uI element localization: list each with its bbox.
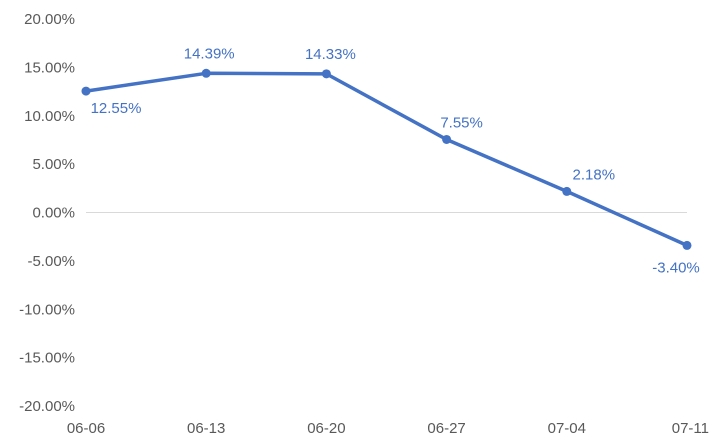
x-tick-label: 06-27 (427, 420, 465, 437)
y-tick-label: 10.00% (24, 108, 75, 125)
y-tick-label: -5.00% (27, 253, 75, 270)
x-tick-label: 06-06 (67, 420, 105, 437)
y-axis: 20.00% 15.00% 10.00% 5.00% 0.00% -5.00% -10.00… (19, 11, 75, 415)
y-tick-label: 0.00% (32, 205, 75, 222)
data-label: 12.55% (91, 100, 142, 117)
data-point (682, 240, 692, 250)
data-label: 14.39% (184, 45, 235, 62)
data-point (562, 186, 572, 196)
y-tick-label: -20.00% (19, 398, 75, 415)
data-point (321, 69, 331, 79)
data-labels-group: 12.55% 14.39% 14.33% 7.55% 2.18% -3.40% (91, 45, 700, 276)
series-group (81, 68, 692, 250)
x-tick-label: 06-13 (187, 420, 225, 437)
x-tick-label: 06-20 (307, 420, 345, 437)
y-tick-label: -15.00% (19, 350, 75, 367)
data-label: 7.55% (440, 114, 483, 131)
y-tick-label: 5.00% (32, 156, 75, 173)
x-tick-label: 07-04 (548, 420, 586, 437)
series-line (84, 71, 689, 248)
data-point (442, 134, 452, 144)
y-tick-label: -10.00% (19, 301, 75, 318)
data-point (201, 68, 211, 78)
x-axis: 06-06 06-13 06-20 06-27 07-04 07-11 (67, 420, 709, 437)
data-point (81, 86, 91, 96)
x-tick-label: 07-11 (672, 420, 709, 437)
y-tick-label: 20.00% (24, 11, 75, 28)
data-label: 2.18% (573, 166, 616, 183)
data-label: 14.33% (305, 46, 356, 63)
data-label: -3.40% (652, 259, 700, 276)
y-tick-label: 15.00% (24, 59, 75, 76)
